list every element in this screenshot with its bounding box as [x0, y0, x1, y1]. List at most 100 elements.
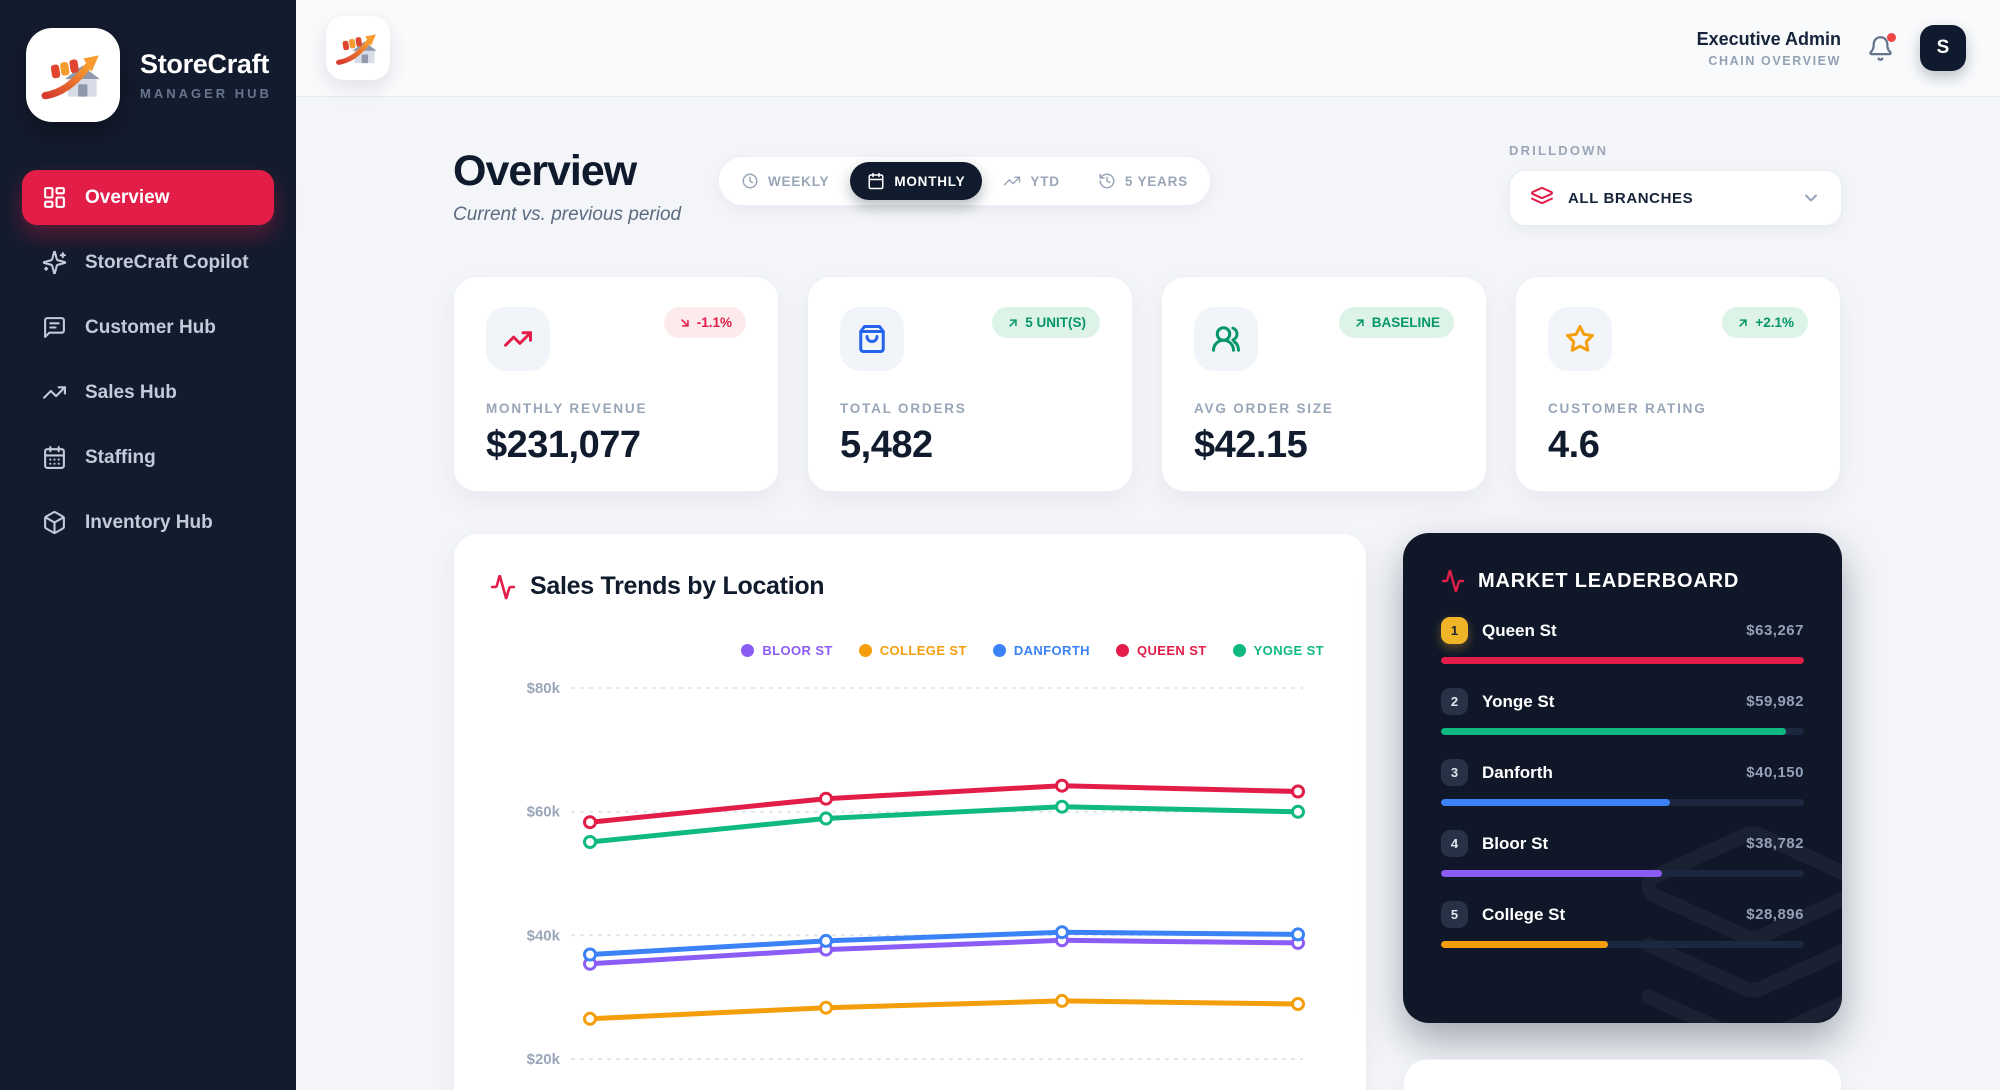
- sidebar-nav: Overview StoreCraft Copilot Customer Hub…: [0, 170, 296, 550]
- calendar-icon: [868, 172, 884, 190]
- sidebar-item-storecraft-copilot[interactable]: StoreCraft Copilot: [22, 235, 274, 290]
- tab-5-years[interactable]: 5 YEARS: [1081, 162, 1205, 200]
- header-right-cluster: Executive Admin CHAIN OVERVIEW S: [1697, 25, 1966, 71]
- sidebar-item-inventory-hub[interactable]: Inventory Hub: [22, 495, 274, 550]
- branch-name: Queen St: [1482, 620, 1557, 640]
- storecraft-logo-icon: [336, 34, 377, 65]
- progress-track: [1441, 870, 1804, 877]
- arrow-up-right-icon: [1739, 318, 1748, 327]
- dashboard-icon: [44, 187, 65, 208]
- svg-text:$20k: $20k: [527, 1051, 561, 1068]
- legend-label: COLLEGE ST: [879, 643, 967, 658]
- progress-fill: [1441, 657, 1804, 664]
- chevron-down-icon: [1805, 194, 1817, 202]
- sidebar-item-staffing[interactable]: Staffing: [22, 430, 274, 485]
- partial-card-below-leaderboard: [1403, 1059, 1842, 1090]
- trending-up-icon: [43, 386, 66, 399]
- sidebar-item-overview[interactable]: Overview: [22, 170, 274, 225]
- legend-label: QUEEN ST: [1136, 643, 1207, 658]
- sidebar: StoreCraft MANAGER HUB Overview StoreCra…: [0, 0, 296, 1090]
- bell-icon: [1869, 35, 1892, 61]
- kpi-card-avg-order-size: BASELINE AVG ORDER SIZE $42.15: [1161, 276, 1487, 492]
- leaderboard-row[interactable]: 2 Yonge St $59,982: [1441, 688, 1804, 735]
- progress-fill: [1441, 728, 1786, 735]
- rank-badge: 4: [1441, 830, 1468, 857]
- legend-item-bloor-st: BLOOR ST: [741, 643, 832, 658]
- calendar-icon: [44, 446, 65, 469]
- avatar[interactable]: S: [1920, 25, 1966, 71]
- sales-trends-card: Sales Trends by Location BLOOR ST COLLEG…: [453, 533, 1367, 1090]
- kpi-trend-badge: -1.1%: [663, 307, 746, 338]
- brand-name: StoreCraft: [140, 49, 270, 79]
- kpi-label: MONTHLY REVENUE: [486, 401, 648, 416]
- tab-label: YTD: [1030, 173, 1060, 189]
- rank-badge: 3: [1441, 759, 1468, 786]
- kpi-card-customer-rating: +2.1% CUSTOMER RATING 4.6: [1515, 276, 1841, 492]
- kpi-value: $231,077: [486, 424, 641, 466]
- rank-badge: 5: [1441, 901, 1468, 928]
- sidebar-item-sales-hub[interactable]: Sales Hub: [22, 365, 274, 420]
- notifications-button[interactable]: [1867, 32, 1896, 62]
- header-logo: [326, 16, 390, 80]
- leaderboard-row[interactable]: 5 College St $28,896: [1441, 901, 1804, 948]
- progress-track: [1441, 657, 1804, 664]
- branch-revenue: $63,267: [1746, 622, 1804, 639]
- branch-select[interactable]: ALL BRANCHES: [1509, 170, 1842, 226]
- progress-fill: [1441, 870, 1663, 877]
- kpi-card-total-orders: 5 UNIT(S) TOTAL ORDERS 5,482: [807, 276, 1133, 492]
- tab-monthly[interactable]: MONTHLY: [850, 162, 983, 200]
- leaderboard-title: MARKET LEADERBOARD: [1478, 569, 1740, 592]
- clock-icon: [742, 173, 758, 189]
- legend-item-queen-st: QUEEN ST: [1115, 643, 1207, 658]
- kpi-card-monthly-revenue: -1.1% MONTHLY REVENUE $231,077: [453, 276, 779, 492]
- period-tabs: WEEKLY MONTHLY YTD 5 YEARS: [718, 156, 1211, 206]
- page-title-block: Overview Current vs. previous period: [453, 147, 681, 226]
- kpi-label: AVG ORDER SIZE: [1194, 401, 1334, 416]
- storecraft-logo: [26, 28, 120, 122]
- sidebar-item-label: Customer Hub: [85, 316, 216, 338]
- main-content: Overview Current vs. previous period WEE…: [296, 97, 2000, 1090]
- leaderboard-row[interactable]: 3 Danforth $40,150: [1441, 759, 1804, 806]
- legend-item-danforth: DANFORTH: [992, 643, 1090, 658]
- sparkles-icon: [42, 250, 67, 275]
- message-square-icon: [44, 317, 65, 338]
- legend-dot: [1115, 644, 1129, 657]
- storecraft-logo-icon: [41, 55, 100, 100]
- legend-item-college-st: COLLEGE ST: [858, 643, 967, 658]
- user-context: CHAIN OVERVIEW: [1708, 53, 1841, 68]
- legend-dot: [992, 644, 1006, 657]
- progress-fill: [1441, 941, 1608, 948]
- sidebar-item-label: StoreCraft Copilot: [85, 251, 249, 273]
- svg-text:$80k: $80k: [527, 680, 561, 697]
- layers-watermark-icon: [1641, 826, 1842, 1023]
- progress-track: [1441, 941, 1804, 948]
- progress-track: [1441, 799, 1804, 806]
- kpi-value: $42.15: [1194, 424, 1308, 466]
- activity-icon: [490, 574, 516, 599]
- star-icon: [1566, 325, 1594, 352]
- chart-legend: BLOOR ST COLLEGE ST DANFORTH QUEEN ST YO…: [490, 643, 1330, 658]
- kpi-trend-badge: BASELINE: [1338, 307, 1454, 338]
- package-icon: [44, 511, 65, 534]
- kpi-label: CUSTOMER RATING: [1548, 401, 1707, 416]
- sidebar-item-label: Inventory Hub: [85, 511, 213, 533]
- branch-revenue: $59,982: [1746, 693, 1804, 710]
- leaderboard-row[interactable]: 1 Queen St $63,267: [1441, 617, 1804, 664]
- user-role: Executive Admin: [1696, 28, 1841, 49]
- sidebar-item-label: Staffing: [85, 446, 156, 468]
- arrow-up-right-icon: [1009, 318, 1017, 327]
- kpi-icon-wrap: [486, 307, 550, 371]
- tab-ytd[interactable]: YTD: [986, 162, 1076, 200]
- sidebar-item-label: Overview: [85, 186, 170, 208]
- trending-up-icon: [504, 331, 532, 347]
- kpi-icon-wrap: [1194, 307, 1258, 371]
- sidebar-item-customer-hub[interactable]: Customer Hub: [22, 300, 274, 355]
- kpi-trend-badge: +2.1%: [1722, 307, 1808, 338]
- legend-dot: [858, 644, 872, 657]
- branch-name: Danforth: [1482, 762, 1553, 782]
- tab-weekly[interactable]: WEEKLY: [724, 162, 846, 200]
- leaderboard-row[interactable]: 4 Bloor St $38,782: [1441, 830, 1804, 877]
- arrow-up-right-icon: [1356, 318, 1364, 327]
- brand-text: StoreCraft MANAGER HUB: [140, 49, 272, 101]
- kpi-row: -1.1% MONTHLY REVENUE $231,077 5 UNIT(S)…: [453, 276, 1841, 492]
